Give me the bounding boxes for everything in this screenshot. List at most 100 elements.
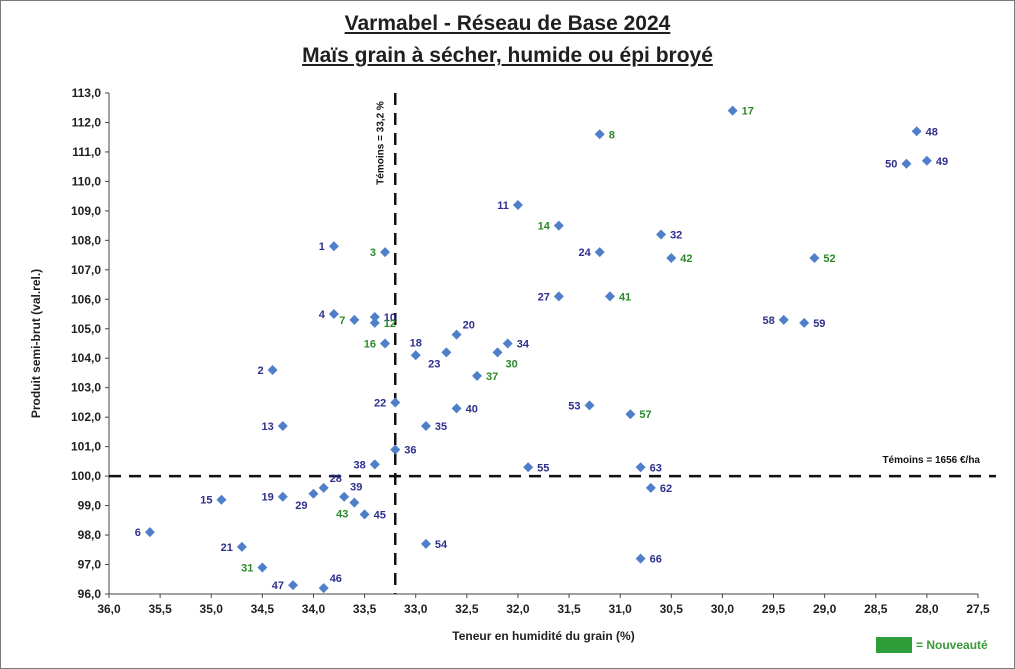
data-label-18: 18 xyxy=(410,337,422,349)
data-point-55 xyxy=(523,462,534,473)
data-label-22: 22 xyxy=(374,397,386,409)
y-tick-label: 108,0 xyxy=(71,233,101,247)
data-label-21: 21 xyxy=(221,542,233,554)
data-label-11: 11 xyxy=(497,200,509,212)
data-point-43 xyxy=(349,497,360,508)
data-label-7: 7 xyxy=(339,315,345,327)
y-axis-label: Produit semi-brut (val.rel.) xyxy=(29,269,43,418)
data-point-7 xyxy=(349,314,360,325)
data-point-23 xyxy=(441,347,452,358)
data-point-20 xyxy=(451,329,462,340)
data-label-28: 28 xyxy=(330,473,342,485)
x-tick-label: 32,0 xyxy=(506,602,530,616)
data-point-15 xyxy=(216,494,227,505)
data-point-52 xyxy=(809,253,820,264)
y-tick-label: 99,0 xyxy=(78,499,102,513)
data-label-36: 36 xyxy=(404,445,416,457)
data-label-6: 6 xyxy=(135,527,141,539)
data-point-27 xyxy=(553,291,564,302)
data-point-4 xyxy=(328,309,339,320)
y-tick-label: 106,0 xyxy=(71,292,101,306)
data-label-14: 14 xyxy=(538,221,551,233)
y-tick-label: 96,0 xyxy=(78,587,102,601)
data-label-38: 38 xyxy=(354,459,366,471)
y-tick-label: 110,0 xyxy=(72,174,102,188)
x-tick-label: 28,5 xyxy=(864,602,888,616)
data-label-42: 42 xyxy=(680,253,692,265)
legend-label: = Nouveauté xyxy=(916,638,988,652)
data-point-37 xyxy=(472,370,483,381)
y-tick-label: 98,0 xyxy=(78,528,102,542)
data-point-17 xyxy=(727,105,738,116)
data-label-55: 55 xyxy=(537,462,549,474)
data-label-41: 41 xyxy=(619,291,631,303)
data-label-10: 10 xyxy=(384,312,396,324)
data-point-30 xyxy=(492,347,503,358)
x-tick-label: 28,0 xyxy=(915,602,939,616)
y-tick-label: 97,0 xyxy=(78,558,102,572)
data-point-6 xyxy=(144,527,155,538)
data-label-23: 23 xyxy=(428,358,440,370)
x-tick-label: 30,0 xyxy=(711,602,735,616)
data-label-34: 34 xyxy=(517,339,530,351)
y-tick-label: 100,0 xyxy=(71,469,101,483)
x-axis-label: Teneur en humidité du grain (%) xyxy=(452,629,634,643)
data-label-57: 57 xyxy=(639,409,651,421)
data-label-43: 43 xyxy=(336,509,348,521)
x-tick-label: 29,0 xyxy=(813,602,837,616)
data-point-50 xyxy=(901,158,912,169)
data-point-54 xyxy=(420,538,431,549)
data-point-62 xyxy=(645,482,656,493)
data-point-24 xyxy=(594,247,605,258)
data-label-15: 15 xyxy=(200,495,212,507)
data-point-58 xyxy=(778,314,789,325)
data-point-46 xyxy=(318,583,329,594)
data-label-37: 37 xyxy=(486,371,498,383)
data-point-22 xyxy=(390,397,401,408)
legend: = Nouveauté xyxy=(876,637,988,653)
x-tick-label: 34,5 xyxy=(251,602,275,616)
x-tick-label: 27,5 xyxy=(966,602,990,616)
data-label-12: 12 xyxy=(384,318,396,330)
chart-title: Varmabel - Réseau de Base 2024 xyxy=(344,12,671,35)
x-tick-label: 33,0 xyxy=(404,602,428,616)
data-label-62: 62 xyxy=(660,483,672,495)
x-tick-label: 35,5 xyxy=(148,602,172,616)
reference-label-horizontal: Témoins = 1656 €/ha xyxy=(882,455,980,466)
y-tick-label: 104,0 xyxy=(71,351,101,365)
x-tick-label: 34,0 xyxy=(302,602,326,616)
data-label-40: 40 xyxy=(466,403,478,415)
data-point-1 xyxy=(328,241,339,252)
data-point-3 xyxy=(380,247,391,258)
data-label-49: 49 xyxy=(936,156,948,168)
data-label-45: 45 xyxy=(374,509,386,521)
data-label-63: 63 xyxy=(650,462,662,474)
data-point-31 xyxy=(257,562,268,573)
data-point-12 xyxy=(369,317,380,328)
data-point-40 xyxy=(451,403,462,414)
data-point-21 xyxy=(236,541,247,552)
x-tick-label: 31,5 xyxy=(557,602,581,616)
data-point-39 xyxy=(339,491,350,502)
data-label-52: 52 xyxy=(823,253,835,265)
reference-lines-group: Témoins = 33,2 % Témoins = 1656 €/ha xyxy=(109,93,996,594)
x-tick-label: 30,5 xyxy=(660,602,684,616)
data-point-19 xyxy=(277,491,288,502)
data-point-47 xyxy=(288,580,299,591)
data-label-53: 53 xyxy=(568,400,580,412)
x-tick-label: 32,5 xyxy=(455,602,479,616)
y-tick-label: 101,0 xyxy=(71,440,101,454)
y-tick-label: 113,0 xyxy=(72,86,102,100)
data-label-39: 39 xyxy=(350,482,362,494)
x-tick-label: 35,0 xyxy=(200,602,224,616)
legend-swatch-new xyxy=(876,637,912,653)
data-label-2: 2 xyxy=(257,365,263,377)
x-tick-label: 29,5 xyxy=(762,602,786,616)
data-label-27: 27 xyxy=(538,291,550,303)
y-tick-label: 103,0 xyxy=(71,381,101,395)
data-point-45 xyxy=(359,509,370,520)
data-label-1: 1 xyxy=(319,241,325,253)
data-point-63 xyxy=(635,462,646,473)
data-point-36 xyxy=(390,444,401,455)
